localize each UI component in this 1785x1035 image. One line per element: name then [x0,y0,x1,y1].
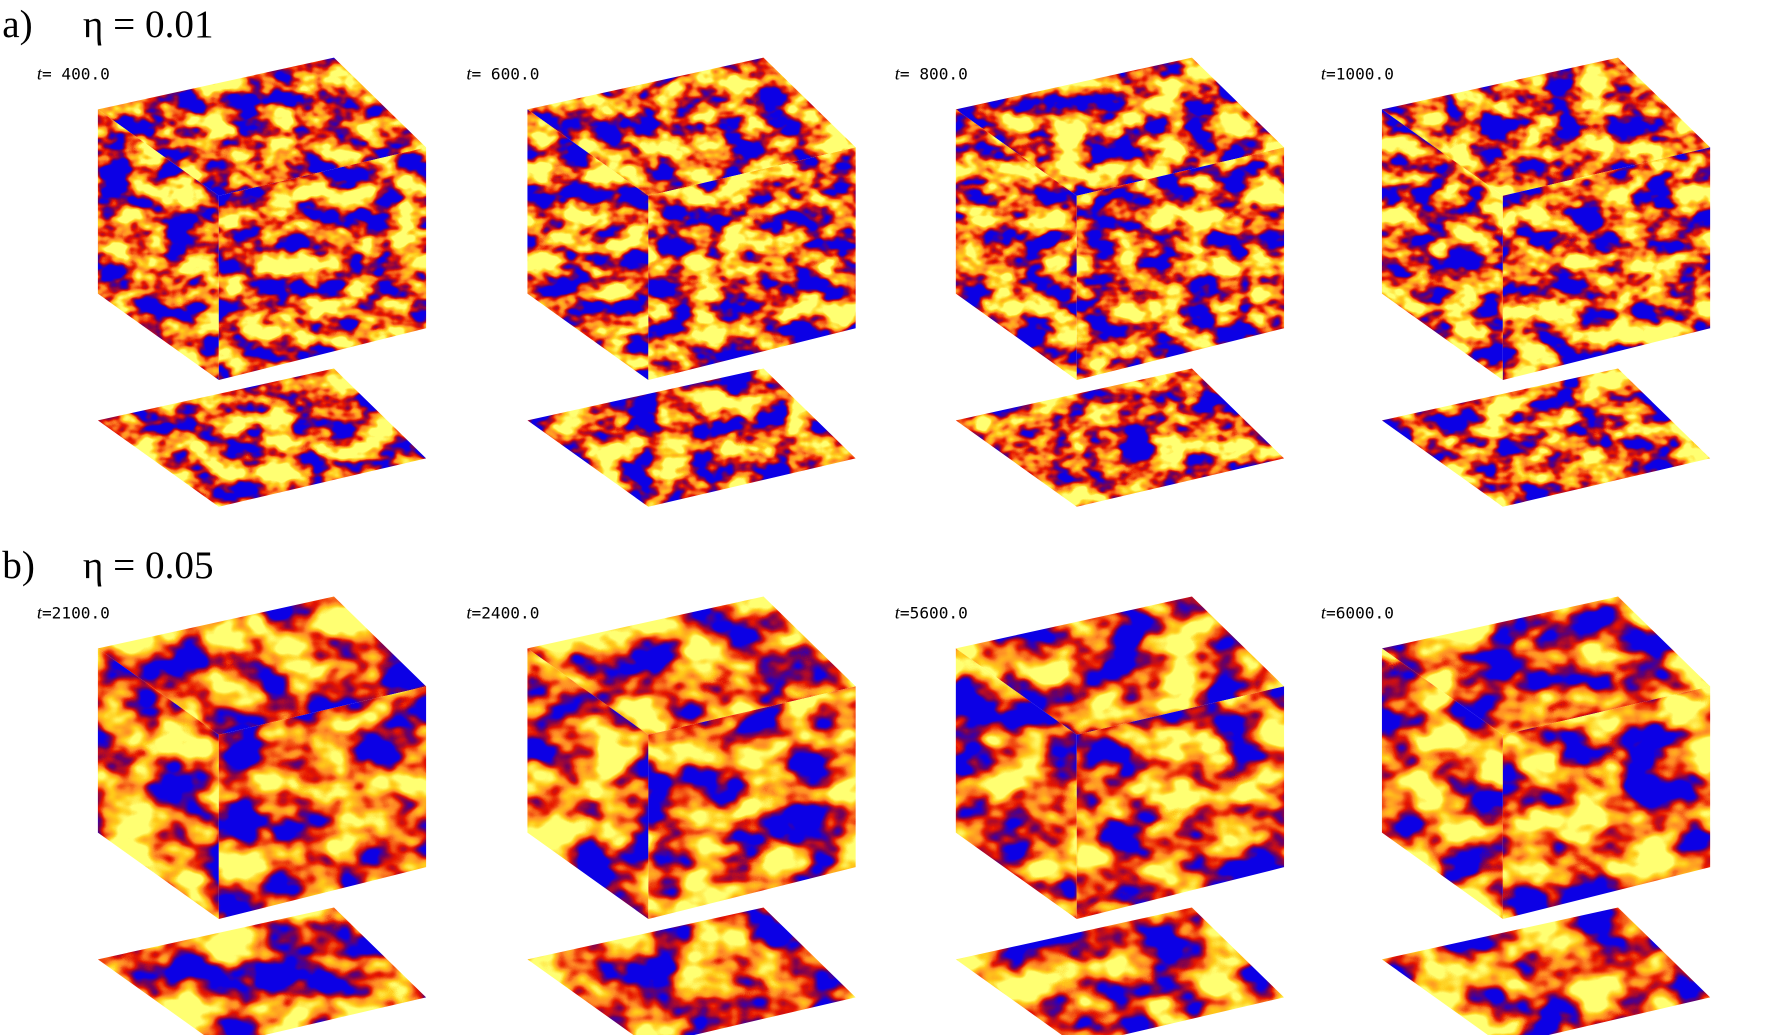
snapshot: t=1000.0 [1321,57,1711,507]
time-label: t= 600.0 [466,63,539,83]
cube-face [527,907,856,1035]
time-value: = 800.0 [900,64,968,83]
snapshot: t= 800.0 [895,57,1285,507]
time-label: t= 800.0 [895,63,968,83]
time-label: t=6000.0 [1321,602,1394,622]
panel-label: a) [2,3,32,46]
cube-face [527,648,649,920]
cube-face [97,109,219,381]
cube-face [648,147,856,381]
cube-face [1076,147,1285,381]
time-value: =5600.0 [900,603,968,622]
time-symbol: t [895,602,901,622]
panel-eta: η = 0.05 [83,544,214,587]
snapshot: t= 600.0 [466,57,856,507]
cube-face [527,596,856,735]
snapshot: t= 400.0 [37,57,427,507]
cube-face [527,109,649,381]
time-symbol: t [895,63,901,83]
cube-face [97,907,427,1035]
time-value: = 600.0 [472,64,540,83]
time-symbol: t [37,63,43,83]
time-value: =2100.0 [42,603,110,622]
time-value: =1000.0 [1326,64,1394,83]
snapshot: t=2100.0 [37,596,427,1035]
cube-face [1381,648,1503,920]
snapshot: t=2400.0 [466,596,856,1035]
cube-face [955,596,1285,735]
cube-face [527,368,856,507]
cube-face [1502,147,1711,381]
time-symbol: t [1321,63,1327,83]
cube-face [97,368,427,507]
time-label: t=2100.0 [37,602,110,622]
cube-face [1381,368,1711,507]
cube-face [955,907,1285,1035]
cube-face [1381,907,1711,1035]
cube-face [1502,686,1711,920]
cube-face [527,57,856,196]
cube-face [955,109,1077,381]
cube-face [1381,57,1711,196]
time-symbol: t [37,602,43,622]
cube-face [1076,686,1285,920]
time-value: =2400.0 [472,603,540,622]
cube-face [97,648,219,920]
cube-face [955,368,1285,507]
time-symbol: t [1321,602,1327,622]
time-label: t=1000.0 [1321,63,1394,83]
cube-face [955,57,1285,196]
cube-face [218,147,427,381]
cube-face [218,686,427,920]
snapshot: t=5600.0 [895,596,1285,1035]
time-label: t=5600.0 [895,602,968,622]
cube-face [1381,109,1503,381]
time-symbol: t [466,63,472,83]
time-label: t= 400.0 [37,63,110,83]
time-label: t=2400.0 [466,602,539,622]
time-value: =6000.0 [1326,603,1394,622]
time-value: = 400.0 [42,64,110,83]
panel-label: b) [2,544,35,587]
cube-face [1381,596,1711,735]
panel-eta: η = 0.01 [83,3,214,46]
snapshot: t=6000.0 [1321,596,1711,1035]
cube-face [955,648,1077,920]
cube-face [97,57,427,196]
time-symbol: t [466,602,472,622]
cube-face [648,686,856,920]
cube-face [97,596,427,735]
